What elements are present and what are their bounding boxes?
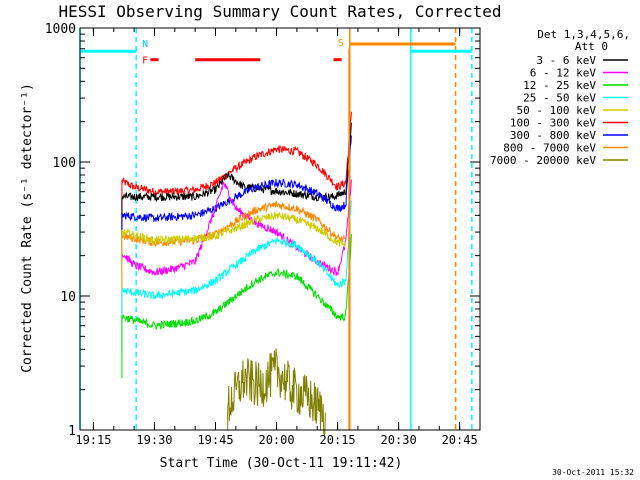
y-tick-label-2: 100 (53, 156, 76, 171)
annotation-f: F (142, 56, 148, 67)
x-tick-label-1: 19:30 (136, 433, 172, 447)
series-line-7 (121, 233, 352, 378)
x-tick-label-3: 20:00 (258, 433, 294, 447)
annotation-s: S (338, 38, 344, 49)
annotations: NF S (142, 38, 344, 67)
x-tick-label-2: 19:45 (197, 433, 233, 447)
y-tick-label-3: 1000 (45, 22, 76, 37)
y-axis: 1 10 100 1000 (45, 22, 480, 439)
annotation-n: N (142, 39, 148, 50)
series-line-8 (227, 348, 326, 436)
legend-label-7: 800 - 7000 keV (503, 142, 596, 155)
series-group (121, 48, 352, 436)
y-tick-label-1: 10 (60, 290, 76, 305)
chart-title: HESSI Observing Summary Count Rates, Cor… (58, 2, 501, 21)
series-line-1 (121, 122, 352, 258)
legend-label-6: 300 - 800 keV (510, 129, 596, 142)
attenuator-flags (80, 42, 472, 62)
x-axis-label: Start Time (30-Oct-11 19:11:42) (160, 456, 403, 471)
footer-timestamp: 30-Oct-2011 15:32 (552, 468, 634, 477)
legend-label-4: 50 - 100 keV (517, 104, 597, 117)
y-axis-label: Corrected Count Rate (s⁻¹ detector⁻¹) (20, 83, 35, 373)
legend-label-0: 3 - 6 keV (536, 54, 596, 67)
legend-label-2: 12 - 25 keV (523, 79, 596, 92)
legend-label-5: 100 - 300 keV (510, 117, 596, 130)
legend-header-0: Det 1,3,4,5,6, (537, 28, 630, 41)
y-tick-label-0: 1 (68, 424, 76, 439)
plot-area (79, 27, 481, 436)
x-tick-label-5: 20:30 (381, 433, 417, 447)
series-line-0 (121, 111, 352, 243)
x-tick-label-6: 20:45 (442, 433, 478, 447)
legend-label-3: 25 - 50 keV (523, 92, 596, 105)
legend-label-8: 7000 - 20000 keV (490, 154, 596, 167)
x-tick-label-4: 20:15 (320, 433, 356, 447)
legend-header-1: Att 0 (575, 40, 608, 53)
legend-label-1: 6 - 12 keV (530, 67, 597, 80)
series-line-4 (121, 200, 346, 298)
series-line-2 (121, 135, 352, 277)
series-line-5 (121, 211, 346, 294)
series-line-6 (121, 200, 352, 352)
x-axis: 19:15 19:30 19:45 20:00 20:15 20:30 20:45 (75, 28, 478, 447)
x-tick-label-0: 19:15 (75, 433, 111, 447)
plot-frame (79, 27, 481, 431)
